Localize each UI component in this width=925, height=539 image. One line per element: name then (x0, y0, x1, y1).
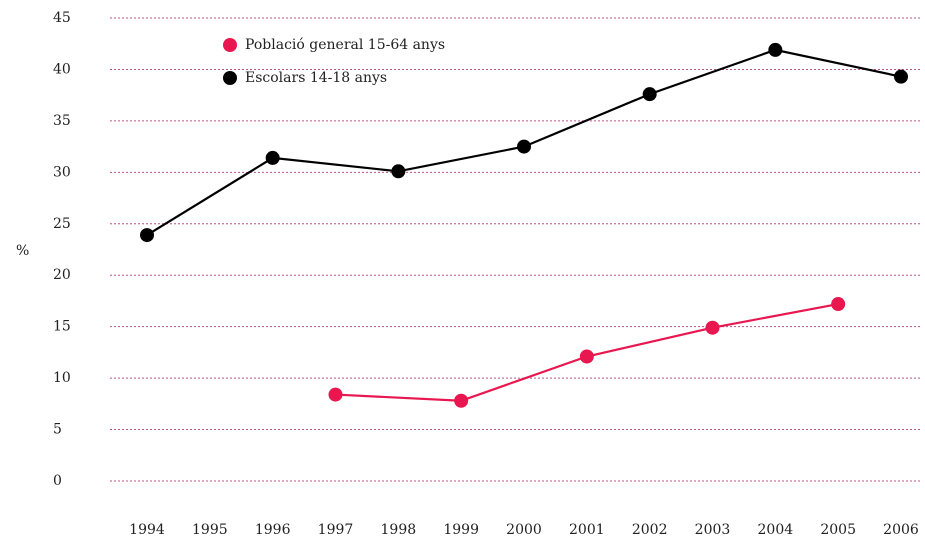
y-tick-label: 0 (53, 473, 62, 489)
y-axis-label: % (16, 243, 29, 259)
x-tick-label: 2000 (506, 522, 542, 538)
x-tick-label: 2003 (695, 522, 731, 538)
data-point (265, 150, 280, 165)
y-tick-label: 30 (53, 164, 71, 180)
legend-marker (223, 38, 237, 52)
y-tick-label: 20 (53, 267, 71, 283)
y-tick-label: 5 (53, 422, 62, 438)
data-point (454, 393, 469, 408)
data-point (579, 349, 594, 364)
y-tick-label: 15 (53, 319, 71, 335)
legend-label: Població general 15-64 anys (245, 37, 445, 53)
legend-marker (223, 71, 237, 85)
data-point (517, 139, 531, 154)
y-tick-label: 45 (53, 10, 71, 26)
x-tick-label: 2004 (758, 522, 794, 538)
y-tick-label: 35 (53, 113, 71, 129)
y-tick-label: 25 (53, 216, 71, 232)
x-tick-label: 1999 (443, 522, 479, 538)
data-point (894, 69, 908, 84)
x-tick-label: 1998 (381, 522, 417, 538)
data-point (705, 320, 720, 335)
x-tick-label: 1996 (255, 522, 291, 538)
x-tick-label: 2002 (632, 522, 668, 538)
y-tick-label: 10 (53, 370, 71, 386)
x-tick-label: 2005 (820, 522, 856, 538)
data-point (768, 42, 783, 57)
y-tick-label: 40 (53, 61, 71, 77)
legend-label: Escolars 14-18 anys (245, 70, 387, 86)
data-point (642, 87, 657, 102)
x-tick-label: 2006 (883, 522, 919, 538)
x-tick-label: 1997 (318, 522, 354, 538)
x-tick-label: 1995 (192, 522, 228, 538)
x-tick-label: 1994 (129, 522, 165, 538)
data-point (831, 297, 846, 312)
data-point (391, 164, 406, 179)
data-point (328, 387, 343, 402)
x-tick-label: 2001 (569, 522, 605, 538)
data-point (140, 228, 154, 243)
